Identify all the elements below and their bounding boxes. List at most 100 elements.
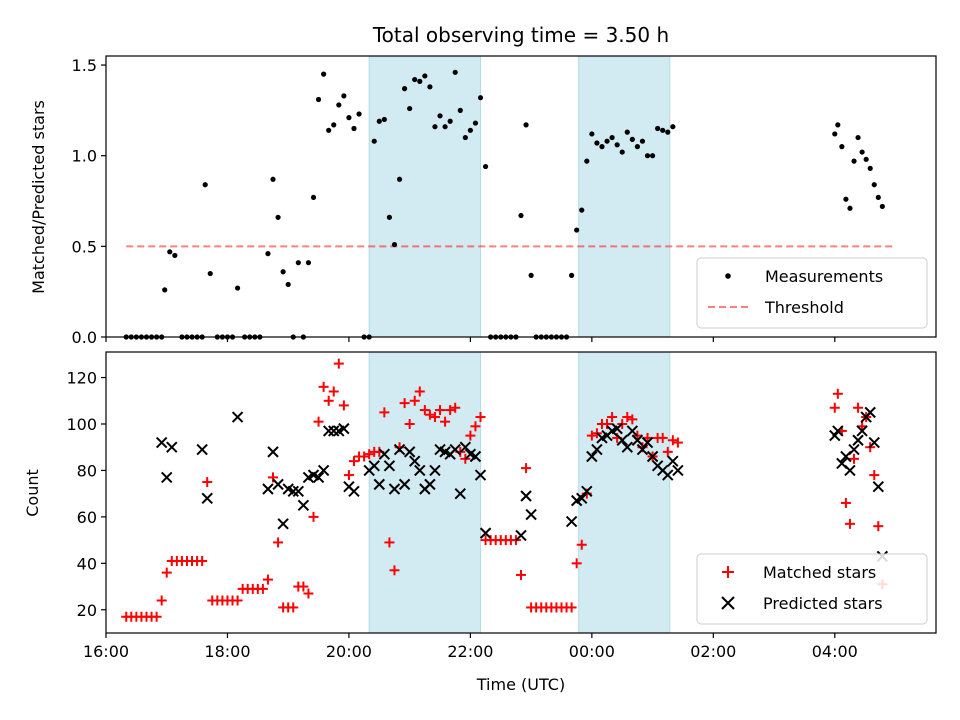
predicted-star-point-3 xyxy=(196,443,208,456)
predicted-star-point-78 xyxy=(848,443,860,456)
measurement-point-9 xyxy=(167,249,173,255)
predicted-star-point-7 xyxy=(267,446,279,458)
predicted-star-point-80 xyxy=(856,425,868,437)
measurement-point-53 xyxy=(396,176,403,182)
predicted-star-point-49 xyxy=(520,490,532,502)
matched-star-point-48 xyxy=(364,449,375,460)
measurement-point-79 xyxy=(528,272,534,278)
measurement-point-119 xyxy=(875,194,881,201)
predicted-star-point-33 xyxy=(409,455,421,467)
predicted-star-point-53 xyxy=(576,492,588,505)
predicted-star-point-61 xyxy=(616,434,628,446)
top-y-tick-label-0: 0.0 xyxy=(72,328,97,347)
predicted-star-point-71 xyxy=(667,455,679,467)
measurement-point-107 xyxy=(670,124,676,130)
predicted-star-point-62 xyxy=(621,441,633,453)
bottom-legend-box xyxy=(696,553,928,625)
predicted-star-point-46 xyxy=(474,469,487,481)
bottom-y-tick-label-4: 100 xyxy=(66,415,97,434)
bottom-axes-frame xyxy=(105,351,937,634)
bottom-shaded-interval-1 xyxy=(578,351,671,634)
matched-star-point-60 xyxy=(424,409,435,420)
measurement-point-89 xyxy=(579,207,585,213)
measurement-point-28 xyxy=(270,176,276,182)
matched-star-point-120 xyxy=(869,470,880,481)
measurement-point-116 xyxy=(863,156,869,162)
measurement-point-105 xyxy=(660,127,666,133)
measurement-point-41 xyxy=(336,102,342,108)
measurement-point-110 xyxy=(839,144,845,150)
measurement-point-77 xyxy=(518,212,524,219)
bottom-x-tick-label-3: 22:00 xyxy=(447,642,493,661)
measurement-point-35 xyxy=(305,260,312,266)
matched-star-point-29 xyxy=(268,472,279,483)
measurement-point-52 xyxy=(391,241,398,248)
measurement-point-114 xyxy=(855,134,861,141)
measurement-point-39 xyxy=(326,127,332,133)
predicted-star-point-1 xyxy=(161,471,173,484)
measurement-point-87 xyxy=(569,272,575,278)
legend-measurements-marker xyxy=(725,273,731,279)
measurement-point-42 xyxy=(341,93,347,99)
bottom-y-tick-label-5: 120 xyxy=(66,369,97,388)
predicted-star-point-27 xyxy=(378,448,391,460)
predicted-star-point-65 xyxy=(636,443,649,456)
predicted-star-point-6 xyxy=(262,483,274,495)
predicted-star-point-13 xyxy=(297,499,310,511)
matched-star-point-114 xyxy=(844,518,855,529)
matched-star-point-51 xyxy=(379,407,390,418)
measurement-point-112 xyxy=(847,205,853,211)
matched-star-point-111 xyxy=(832,388,843,399)
measurement-point-57 xyxy=(417,78,423,84)
predicted-star-point-23 xyxy=(348,485,360,498)
predicted-star-point-26 xyxy=(373,478,385,491)
predicted-star-point-37 xyxy=(429,464,441,477)
top-x-ticks xyxy=(105,337,836,342)
measurement-point-22 xyxy=(234,285,241,291)
matched-star-point-108 xyxy=(667,435,678,446)
predicted-star-point-31 xyxy=(398,478,411,491)
top-shaded-interval-0 xyxy=(368,55,482,338)
matched-star-point-52 xyxy=(384,537,395,548)
predicted-star-point-79 xyxy=(852,434,864,446)
measurement-point-62 xyxy=(442,124,448,130)
predicted-star-point-12 xyxy=(292,485,305,498)
measurement-point-38 xyxy=(321,71,327,77)
measurement-point-117 xyxy=(867,165,873,171)
predicted-star-point-21 xyxy=(338,422,350,435)
predicted-star-point-19 xyxy=(328,425,340,437)
measurement-point-98 xyxy=(624,129,630,135)
measurement-point-44 xyxy=(351,125,357,132)
matched-star-point-56 xyxy=(404,418,415,429)
predicted-star-point-83 xyxy=(868,436,880,449)
predicted-star-point-9 xyxy=(277,518,289,530)
measurement-point-63 xyxy=(447,118,453,124)
predicted-star-point-55 xyxy=(586,450,598,463)
predicted-star-point-36 xyxy=(424,478,436,491)
bottom-x-tick-label-4: 00:00 xyxy=(569,642,615,661)
matched-star-point-30 xyxy=(273,537,284,548)
matched-star-point-8 xyxy=(161,567,172,578)
predicted-star-point-43 xyxy=(459,441,472,453)
measurement-point-94 xyxy=(604,138,610,144)
legend-matched-label: Matched stars xyxy=(763,563,876,582)
measurement-point-10 xyxy=(172,252,178,259)
predicted-star-point-77 xyxy=(844,464,856,477)
measurement-point-92 xyxy=(594,140,600,146)
measurement-point-17 xyxy=(207,270,213,277)
matched-star-point-37 xyxy=(308,511,319,522)
bottom-x-tick-label-1: 18:00 xyxy=(204,642,250,661)
matched-star-point-62 xyxy=(435,405,446,416)
measurement-point-91 xyxy=(589,131,595,137)
predicted-star-point-45 xyxy=(469,450,482,463)
measurement-point-95 xyxy=(609,134,615,141)
bottom-x-ticks: 16:00 18:00 20:00 22:00 00:00 02:00 04:00 xyxy=(83,633,858,661)
bottom-x-axis-label: Time (UTC) xyxy=(476,675,565,694)
bottom-x-tick-label-5: 02:00 xyxy=(690,642,736,661)
predicted-star-point-0 xyxy=(155,436,168,449)
measurement-point-61 xyxy=(437,113,443,119)
matched-star-point-45 xyxy=(348,456,359,467)
top-y-tick-label-3: 1.5 xyxy=(72,56,97,75)
predicted-star-point-5 xyxy=(231,411,244,423)
predicted-star-point-2 xyxy=(166,441,178,453)
